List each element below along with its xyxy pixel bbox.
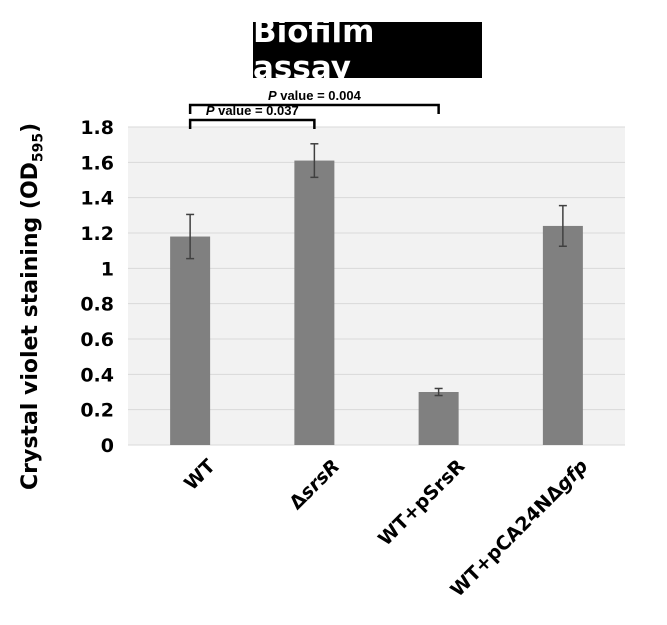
y-tick-label: 0 bbox=[101, 435, 114, 457]
y-tick-label: 0.4 bbox=[80, 364, 114, 386]
p-value-annotation-2: P value = 0.004 bbox=[267, 88, 361, 103]
y-tick-label: 0.2 bbox=[80, 400, 114, 422]
significance-bracket bbox=[188, 118, 316, 129]
y-tick-label: 0.8 bbox=[80, 294, 114, 316]
y-tick-label: 1.4 bbox=[80, 188, 114, 210]
plot-area bbox=[128, 127, 625, 445]
bar bbox=[418, 392, 459, 445]
y-tick-label: 1.8 bbox=[80, 117, 114, 139]
bar bbox=[294, 160, 335, 446]
chart-title: Biofilm assay bbox=[253, 14, 482, 86]
significance-bracket bbox=[188, 103, 440, 114]
bar bbox=[542, 225, 583, 445]
p-value-annotation-1: P value = 0.037 bbox=[205, 103, 299, 118]
y-tick-label: 1 bbox=[101, 258, 114, 280]
y-tick-label: 0.6 bbox=[80, 329, 114, 351]
y-tick-label: 1.6 bbox=[80, 152, 114, 174]
bar bbox=[170, 236, 211, 445]
y-tick-label: 1.2 bbox=[80, 223, 114, 245]
